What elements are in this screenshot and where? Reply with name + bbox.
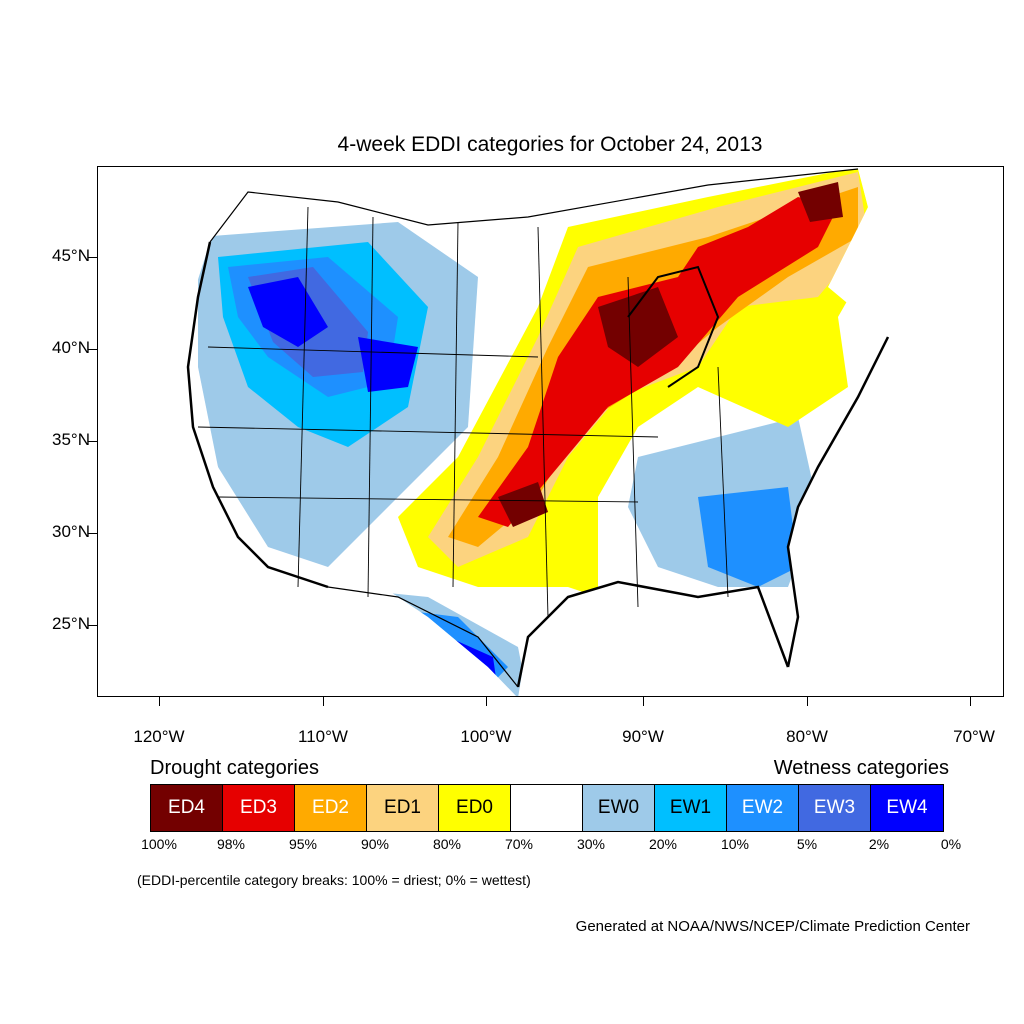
dry-ed3 (478, 197, 838, 527)
lat-label: 40°N (52, 338, 90, 357)
break-label: 5% (796, 836, 818, 852)
break-label: 80% (432, 836, 462, 852)
legend-cell-ew2: EW2 (727, 785, 799, 831)
break-label: 20% (648, 836, 678, 852)
lon-tick (643, 697, 644, 706)
lon-tick (159, 697, 160, 706)
lat-tick (88, 625, 97, 626)
category-note: (EDDI-percentile category breaks: 100% =… (137, 872, 531, 888)
legend-cell-ew4: EW4 (871, 785, 943, 831)
break-label: 30% (576, 836, 606, 852)
wet-ew4-west (248, 277, 328, 347)
canada-border (209, 168, 859, 243)
lon-label: 110°W (298, 727, 348, 746)
break-label: 90% (360, 836, 390, 852)
lon-label: 70°W (953, 727, 995, 746)
lat-label: 25°N (52, 614, 90, 633)
lat-tick (88, 257, 97, 258)
legend-bar: ED4 ED3 ED2 ED1 ED0 EW0 EW1 EW2 EW3 EW4 (150, 784, 944, 832)
legend-cell-normal (511, 785, 583, 831)
dry-ed4-oklahoma (498, 482, 548, 527)
lat-tick (88, 533, 97, 534)
lat-tick (88, 441, 97, 442)
lon-label: 100°W (460, 727, 512, 746)
atlantic-coast (786, 336, 890, 668)
legend-cell-ed0: ED0 (439, 785, 511, 831)
legend-cell-ed2: ED2 (295, 785, 367, 831)
lon-tick (486, 697, 487, 706)
boundaries (186, 168, 890, 688)
wet-ew2-southeast (698, 487, 798, 587)
map-canvas (186, 168, 890, 696)
break-label: 10% (720, 836, 750, 852)
legend-cell-ed4: ED4 (151, 785, 223, 831)
break-label: 2% (868, 836, 890, 852)
lat-label: 45°N (52, 246, 90, 265)
lat-label: 30°N (52, 522, 90, 541)
lat-label: 35°N (52, 430, 90, 449)
mexico-border (327, 586, 519, 688)
break-label: 98% (216, 836, 246, 852)
pacific-coast (186, 241, 329, 589)
wet-ew4-wyoming (358, 337, 418, 392)
lon-label: 80°W (786, 727, 828, 746)
gulf-coast (516, 580, 790, 688)
legend-cell-ew1: EW1 (655, 785, 727, 831)
break-label: 100% (141, 836, 177, 852)
state-lines (197, 206, 729, 618)
break-label: 95% (288, 836, 318, 852)
legend-cell-ed1: ED1 (367, 785, 439, 831)
lon-label: 90°W (622, 727, 664, 746)
dry-ed4-michigan (598, 287, 678, 367)
legend-cell-ew3: EW3 (799, 785, 871, 831)
lon-tick (807, 697, 808, 706)
drought-heading: Drought categories (150, 757, 319, 779)
lon-label: 120°W (133, 727, 185, 746)
great-lakes (627, 265, 720, 388)
lon-tick (970, 697, 971, 706)
legend-cell-ed3: ED3 (223, 785, 295, 831)
wetness-heading: Wetness categories (773, 757, 949, 779)
legend-cell-ew0: EW0 (583, 785, 655, 831)
dry-ed4-quebec (798, 182, 843, 222)
break-label: 0% (940, 836, 962, 852)
map-title: 4-week EDDI categories for October 24, 2… (337, 133, 763, 156)
lon-tick (323, 697, 324, 706)
break-label: 70% (504, 836, 534, 852)
lat-tick (88, 349, 97, 350)
eddi-fields (186, 169, 888, 696)
eddi-map (97, 166, 1004, 697)
credit-line: Generated at NOAA/NWS/NCEP/Climate Predi… (575, 918, 970, 935)
